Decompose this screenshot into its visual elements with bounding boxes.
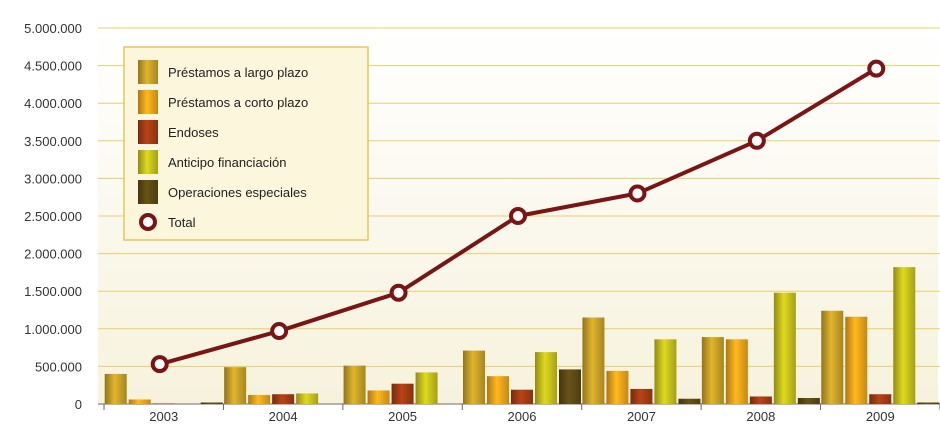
x-tick-label: 2003: [149, 409, 178, 424]
y-tick-label: 5.000.000: [24, 21, 82, 36]
bar: [104, 373, 127, 404]
bar: [200, 402, 223, 404]
y-axis-ticks: 0 500.000 1.000.000 1.500.000 2.000.000 2.500…: [24, 21, 82, 412]
bar: [391, 383, 414, 404]
legend-swatch: [138, 120, 158, 144]
bar: [128, 399, 151, 404]
x-tick-label: 2007: [627, 409, 656, 424]
bar: [654, 339, 677, 404]
legend-swatch: [138, 180, 158, 204]
legend-marker: [139, 213, 157, 231]
legend-label: Total: [168, 215, 196, 230]
y-tick-label: 1.000.000: [24, 322, 82, 337]
total-point: [270, 322, 289, 341]
bar: [749, 396, 772, 404]
total-point: [867, 59, 886, 78]
legend-label: Operaciones especiales: [168, 185, 307, 200]
y-tick-label: 4.000.000: [24, 96, 82, 111]
bar: [773, 292, 796, 404]
legend: Préstamos a largo plazo Préstamos a corto…: [123, 46, 369, 241]
bar: [463, 350, 485, 404]
x-tick-label: 2006: [508, 409, 537, 424]
bar: [606, 370, 629, 404]
bar: [487, 376, 509, 404]
y-tick-label: 500.000: [35, 359, 82, 374]
bar: [701, 337, 724, 404]
bar: [511, 389, 533, 404]
legend-label: Préstamos a corto plazo: [168, 95, 308, 110]
bar: [869, 394, 892, 404]
bar: [678, 398, 701, 404]
bar: [725, 339, 748, 404]
bar: [630, 388, 653, 404]
bar: [845, 316, 868, 404]
bar: [582, 317, 605, 404]
legend-swatch: [138, 90, 158, 114]
x-tick-label: 2004: [269, 409, 298, 424]
x-tick-label: 2009: [866, 409, 895, 424]
legend-box: [123, 46, 369, 241]
y-tick-label: 4.500.000: [24, 59, 82, 74]
legend-label: Anticipo financiación: [168, 155, 287, 170]
y-tick-label: 1.500.000: [24, 284, 82, 299]
legend-label: Préstamos a largo plazo: [168, 65, 308, 80]
total-line: [150, 59, 886, 374]
x-tick-label: 2008: [746, 409, 775, 424]
total-point: [150, 355, 169, 374]
x-tick-label: 2005: [388, 409, 417, 424]
total-point: [389, 283, 408, 302]
y-tick-label: 0: [75, 397, 82, 412]
bar: [343, 365, 366, 404]
bar: [535, 352, 557, 404]
total-point: [628, 184, 647, 203]
bar: [415, 372, 438, 404]
bar: [248, 394, 271, 404]
bar: [917, 402, 940, 404]
x-axis: 2003 2004 2005 2006 2007 2008 2009: [103, 404, 940, 424]
legend-label: Endoses: [168, 125, 219, 140]
bar: [296, 393, 319, 404]
y-tick-label: 2.000.000: [24, 247, 82, 262]
y-tick-label: 3.500.000: [24, 134, 82, 149]
y-tick-label: 2.500.000: [24, 209, 82, 224]
legend-swatch: [138, 150, 158, 174]
y-tick-label: 3.000.000: [24, 171, 82, 186]
bars: [104, 267, 940, 404]
total-point: [747, 131, 766, 150]
bar: [272, 394, 295, 404]
bar: [367, 390, 390, 404]
legend-swatch: [138, 60, 158, 84]
bar: [821, 310, 844, 404]
bar: [893, 267, 916, 404]
total-point: [509, 207, 527, 225]
bar: [224, 367, 247, 404]
bar: [559, 369, 581, 404]
bar: [797, 397, 820, 404]
